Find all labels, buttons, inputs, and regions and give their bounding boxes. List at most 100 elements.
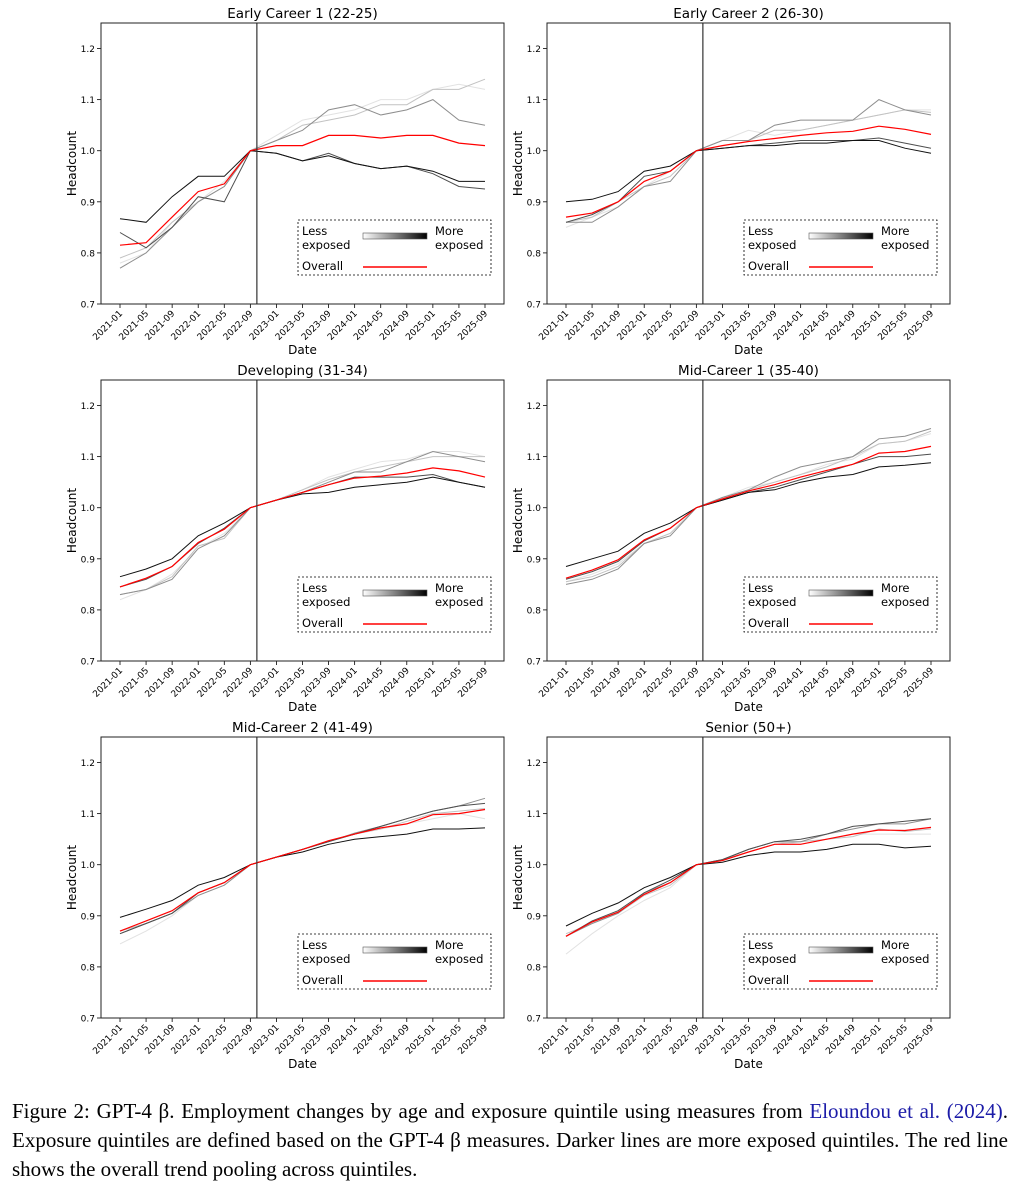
legend-more-label: More — [881, 581, 910, 595]
legend-less-label: exposed — [302, 952, 350, 966]
series-line-overall — [565, 125, 932, 218]
y-tick-label: 1.1 — [81, 96, 95, 106]
legend-less-label: Less — [302, 581, 327, 595]
series-line-quintile-1 — [119, 813, 486, 945]
y-tick-label: 0.8 — [527, 249, 542, 259]
legend-overall-label: Overall — [302, 616, 343, 630]
legend-more-label: exposed — [881, 595, 929, 609]
series-line-quintile-2 — [119, 808, 486, 932]
y-tick-label: 1.2 — [527, 759, 541, 769]
legend-gradient-swatch — [808, 946, 874, 954]
y-tick-label: 0.9 — [81, 198, 96, 208]
legend-more-label: exposed — [435, 952, 483, 966]
series-line-quintile-3 — [119, 99, 486, 269]
y-tick-label: 0.7 — [81, 1015, 95, 1025]
legend-overall-label: Overall — [302, 973, 343, 987]
legend-less-label: Less — [748, 224, 773, 238]
series-line-quintile-2 — [119, 78, 486, 259]
chart-panel: Senior (50+)0.70.80.91.01.11.22021-01202… — [511, 720, 951, 1071]
y-tick-label: 1.1 — [527, 96, 541, 106]
legend-more-label: More — [881, 224, 910, 238]
plot-frame — [546, 22, 951, 305]
legend-more-label: exposed — [881, 952, 929, 966]
panel-title: Developing (31-34) — [237, 363, 368, 379]
y-tick-label: 0.9 — [81, 912, 96, 922]
y-tick-label: 0.9 — [527, 912, 542, 922]
panel-title: Senior (50+) — [705, 720, 791, 736]
x-axis-label: Date — [734, 1057, 763, 1071]
series-line-overall — [119, 808, 486, 932]
legend-less-label: exposed — [748, 238, 796, 252]
y-tick-label: 0.9 — [527, 555, 542, 565]
series-line-quintile-4 — [565, 453, 932, 580]
figure-panels: Early Career 1 (22-25) 0.7 0.8 0.9 1.0 1.1 1.2… — [65, 6, 951, 1071]
y-tick-label: 1.2 — [527, 45, 541, 55]
legend-overall-label: Overall — [302, 259, 343, 273]
x-axis-label: Date — [288, 1057, 317, 1071]
plot-frame — [100, 22, 505, 305]
legend-less-label: Less — [302, 224, 327, 238]
y-tick-label: 0.9 — [81, 555, 96, 565]
legend-gradient-swatch — [362, 589, 428, 597]
chart-panel: Early Career 2 (26-30) 0.7 0.8 0.9 1.0 1.1 1.2… — [511, 6, 951, 357]
legend-box — [297, 576, 492, 633]
legend-box — [297, 933, 492, 990]
series-line-quintile-2 — [119, 456, 485, 596]
y-tick-label: 0.7 — [527, 1015, 541, 1025]
series-line-quintile-3 — [565, 428, 932, 585]
plot-frame — [546, 736, 951, 1019]
panel-title: Early Career 2 (26-30) — [673, 6, 823, 22]
series-line-overall — [565, 826, 932, 937]
y-tick-label: 1.0 — [527, 147, 542, 157]
y-tick-label: 0.7 — [527, 301, 541, 311]
y-tick-label: 0.8 — [81, 606, 96, 616]
legend-gradient-swatch — [362, 946, 428, 954]
legend-gradient-swatch — [808, 232, 874, 240]
y-tick-label: 1.0 — [81, 861, 96, 871]
y-tick-label: 0.8 — [527, 606, 542, 616]
legend-more-label: exposed — [435, 238, 483, 252]
y-tick-label: 0.8 — [81, 249, 96, 259]
y-tick-label: 1.0 — [527, 504, 542, 514]
legend-overall-label: Overall — [748, 259, 789, 273]
series-line-quintile-4 — [565, 137, 932, 223]
series-line-quintile-1 — [565, 433, 932, 583]
y-tick-label: 1.0 — [81, 147, 96, 157]
series-line-quintile-5 — [119, 476, 486, 578]
y-axis-label: Headcount — [65, 131, 79, 197]
series-line-quintile-5 — [119, 827, 486, 918]
legend-less-label: Less — [302, 938, 327, 952]
legend-more-label: More — [435, 938, 464, 952]
y-tick-label: 0.8 — [81, 963, 96, 973]
series-line-quintile-5 — [119, 150, 485, 223]
citation-link[interactable]: Eloundou et al. (2024) — [809, 1099, 1003, 1123]
x-axis-label: Date — [288, 343, 317, 357]
series-line-quintile-1 — [565, 109, 931, 228]
series-line-quintile-5 — [565, 462, 932, 567]
y-tick-label: 1.2 — [81, 759, 95, 769]
legend-less-label: exposed — [302, 595, 350, 609]
legend-more-label: exposed — [435, 595, 483, 609]
x-axis-label: Date — [734, 700, 763, 714]
series-line-quintile-4 — [565, 818, 932, 937]
legend-less-label: exposed — [748, 952, 796, 966]
y-axis-label: Headcount — [511, 131, 525, 197]
y-tick-label: 1.1 — [81, 453, 95, 463]
x-axis-label: Date — [734, 343, 763, 357]
chart-panel: Mid-Career 2 (41-49)0.70.80.91.01.11.220… — [65, 720, 505, 1071]
x-axis-label: Date — [288, 700, 317, 714]
plot-frame — [100, 736, 505, 1019]
legend-less-label: Less — [748, 938, 773, 952]
series-line-quintile-3 — [565, 818, 932, 937]
panel-title: Mid-Career 1 (35-40) — [678, 363, 819, 379]
legend-more-label: More — [435, 224, 464, 238]
caption-text-end: . Exposure quintiles are defined based o… — [12, 1099, 1008, 1181]
legend-more-label: exposed — [881, 238, 929, 252]
panel-title: Early Career 1 (22-25) — [227, 6, 377, 22]
legend-box — [743, 576, 938, 633]
legend-overall-label: Overall — [748, 616, 789, 630]
